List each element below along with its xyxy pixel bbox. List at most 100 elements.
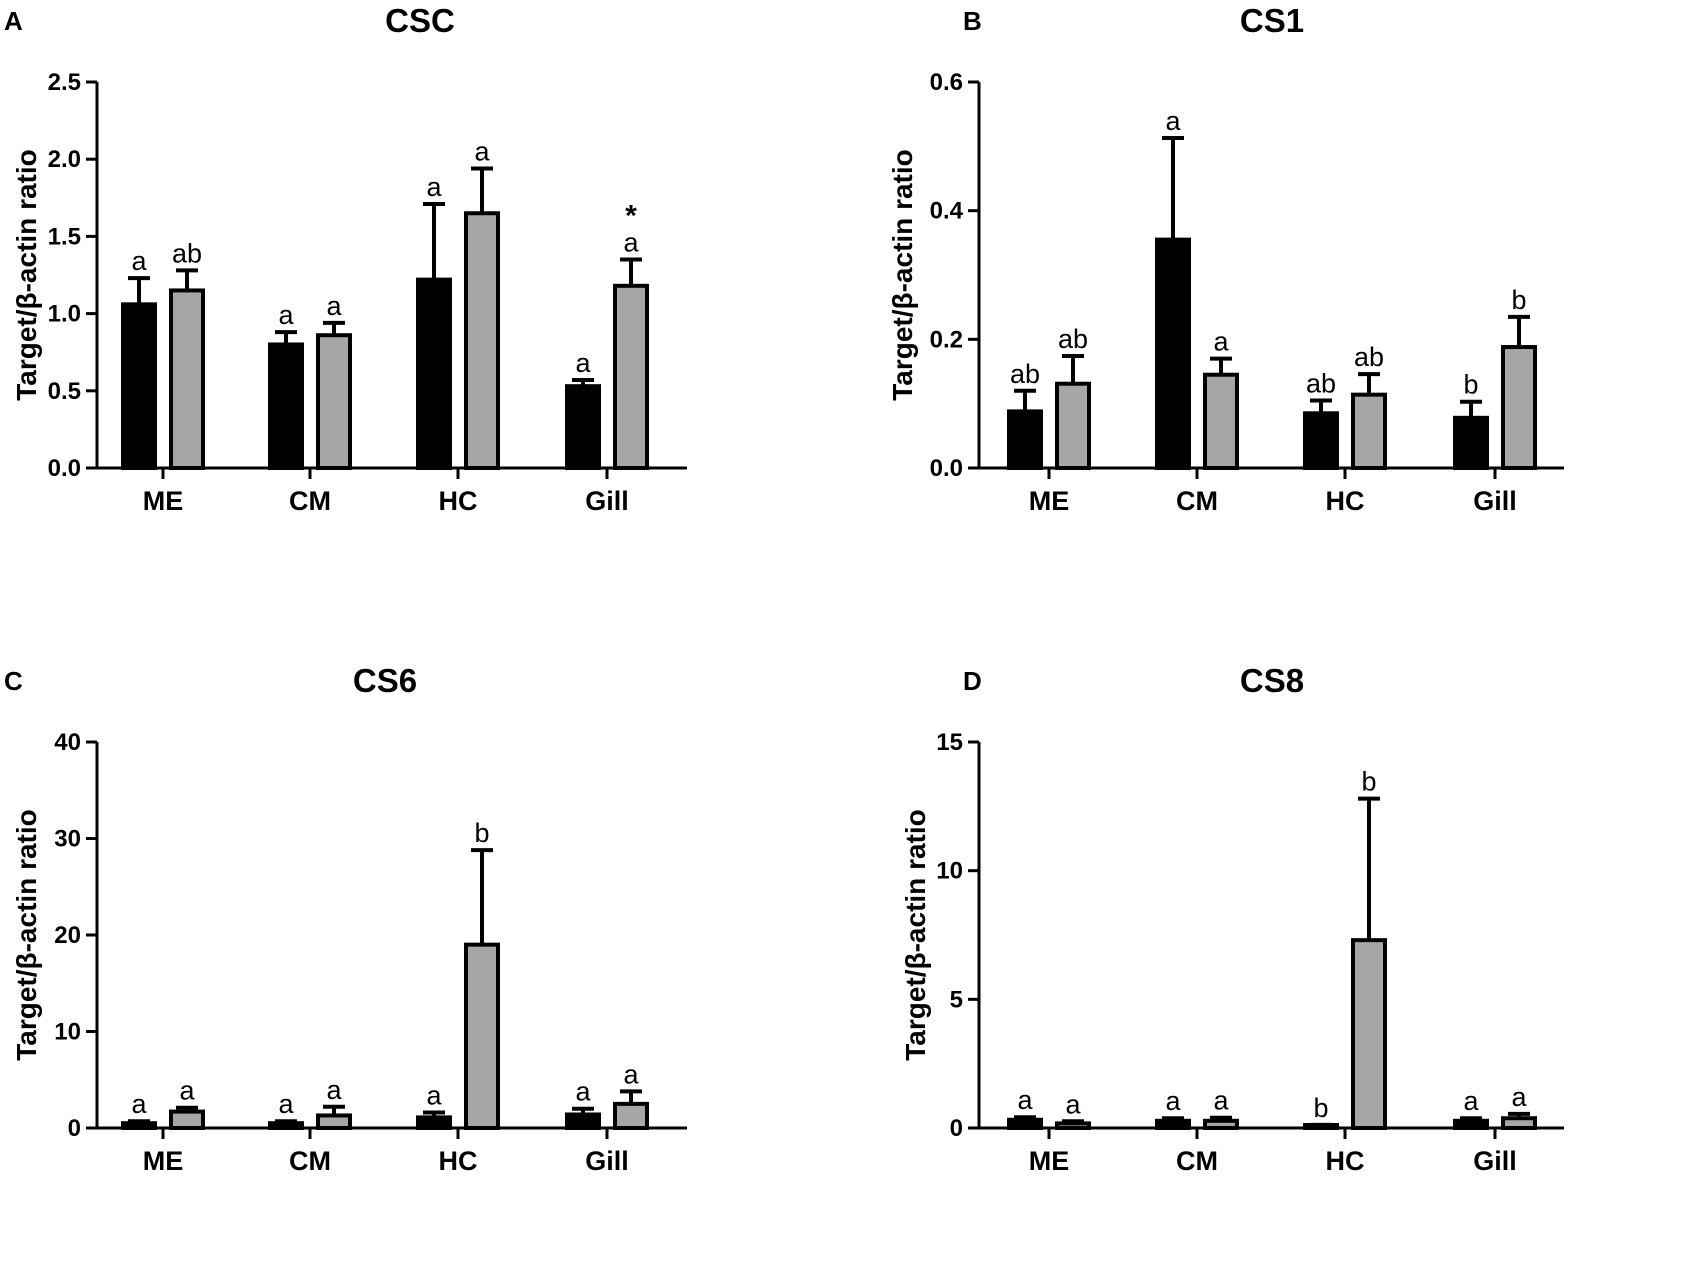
x-tick-label: ME (143, 1146, 184, 1176)
panel-letter: B (963, 6, 982, 36)
panel-letter: C (4, 666, 23, 696)
panel-letter: D (963, 666, 982, 696)
y-axis-title: Target/β-actin ratio (11, 809, 42, 1061)
bar-black-cm (1155, 1118, 1191, 1131)
significance-label: a (1165, 106, 1181, 136)
x-tick-label: CM (1176, 486, 1218, 516)
chart-title: CS6 (353, 662, 417, 699)
x-tick-label: CM (289, 486, 331, 516)
significance-label: ab (1058, 324, 1088, 354)
significance-label: a (278, 1089, 294, 1119)
significance-label: a (131, 246, 147, 276)
chart-title: CSC (385, 2, 455, 39)
chart-panel-a: A CSC Target/β-actin ratio 0.0 0.5 1.0 1.5 2.0 2… (4, 2, 687, 516)
x-tick-label: HC (1326, 1146, 1365, 1176)
x-tick-label: CM (289, 1146, 331, 1176)
x-tick-label: HC (1326, 486, 1365, 516)
y-tick-label: 2.5 (48, 69, 81, 96)
significance-label: ab (172, 238, 202, 268)
bar-black-hc (416, 1115, 452, 1131)
significance-label: a (426, 172, 442, 202)
bar-black-hc (416, 277, 452, 470)
significance-label: a (575, 1077, 591, 1107)
significance-label: a (1165, 1086, 1181, 1116)
x-tick-label: CM (1176, 1146, 1218, 1176)
bar-gray-gill (613, 283, 649, 471)
significance-asterisk: * (625, 200, 637, 233)
x-tick-label: Gill (585, 486, 629, 516)
significance-label: a (179, 1076, 195, 1106)
y-tick-label: 0.5 (48, 378, 81, 405)
y-tick-label: 40 (54, 729, 81, 756)
bar-gray-gill (1501, 1116, 1537, 1130)
bar-gray-cm (1203, 372, 1239, 471)
x-tick-label: Gill (1473, 1146, 1517, 1176)
x-tick-label: Gill (1473, 486, 1517, 516)
bar-black-me (121, 1121, 157, 1131)
significance-label: a (278, 300, 294, 330)
y-tick-label: 0.6 (930, 69, 963, 96)
significance-label: b (1313, 1093, 1328, 1123)
bar-black-cm (1155, 237, 1191, 470)
bar-black-hc (1303, 411, 1339, 471)
bar-black-cm (268, 1121, 304, 1131)
chart-panel-b: B CS1 Target/β-actin ratio 0.0 0.2 0.4 0.6 ME CM… (887, 2, 1564, 516)
y-tick-label: 2.0 (48, 146, 81, 173)
x-tick-label: HC (439, 486, 478, 516)
x-tick-label: HC (439, 1146, 478, 1176)
bar-gray-gill (1501, 345, 1537, 471)
significance-label: b (1511, 285, 1526, 315)
chart-title: CS8 (1240, 662, 1304, 699)
bar-black-gill (565, 384, 601, 470)
significance-label: b (1463, 370, 1478, 400)
significance-label: a (326, 291, 342, 321)
significance-label: a (1017, 1085, 1033, 1115)
bar-gray-cm (1203, 1118, 1239, 1131)
bar-gray-cm (316, 1113, 352, 1130)
y-axis-title: Target/β-actin ratio (900, 809, 931, 1061)
bar-gray-me (169, 1109, 205, 1130)
y-tick-label: 10 (54, 1019, 81, 1046)
significance-label: a (1213, 327, 1229, 357)
bar-black-gill (565, 1112, 601, 1130)
bar-gray-cm (316, 333, 352, 470)
chart-title: CS1 (1240, 2, 1304, 39)
y-tick-label: 0.0 (930, 455, 963, 482)
y-tick-label: 1.0 (48, 301, 81, 328)
bar-gray-me (1055, 381, 1091, 470)
significance-label: a (1463, 1086, 1479, 1116)
y-tick-label: 0.4 (930, 198, 964, 225)
significance-label: a (623, 1059, 639, 1089)
significance-label: a (1065, 1089, 1081, 1119)
bar-gray-hc (1351, 392, 1387, 470)
significance-label: ab (1306, 368, 1336, 398)
y-tick-label: 10 (936, 858, 963, 885)
bar-gray-hc (464, 211, 500, 470)
bar-gray-hc (464, 942, 500, 1131)
y-axis-title: Target/β-actin ratio (887, 149, 918, 401)
significance-label: a (1511, 1082, 1527, 1112)
y-tick-label: 5 (950, 986, 963, 1013)
x-tick-label: ME (1029, 486, 1070, 516)
significance-label: a (131, 1089, 147, 1119)
bar-gray-me (169, 288, 205, 470)
bar-black-gill (1453, 1118, 1489, 1131)
bar-black-me (1007, 1117, 1043, 1131)
significance-label: a (326, 1075, 342, 1105)
significance-label: a (623, 228, 639, 258)
significance-label: ab (1010, 359, 1040, 389)
x-tick-label: ME (143, 486, 184, 516)
y-tick-label: 0.2 (930, 326, 963, 353)
bar-gray-gill (613, 1101, 649, 1130)
x-tick-label: Gill (585, 1146, 629, 1176)
chart-panel-c: C CS6 Target/β-actin ratio 0 10 20 30 40 ME CM HC G… (4, 662, 687, 1176)
y-tick-label: 30 (54, 826, 81, 853)
significance-label: ab (1354, 342, 1384, 372)
significance-label: a (1213, 1086, 1229, 1116)
bar-black-gill (1453, 415, 1489, 471)
bar-gray-hc (1351, 938, 1387, 1130)
y-axis-title: Target/β-actin ratio (11, 149, 42, 401)
y-tick-label: 0 (68, 1115, 81, 1142)
bar-black-hc (1303, 1123, 1339, 1130)
